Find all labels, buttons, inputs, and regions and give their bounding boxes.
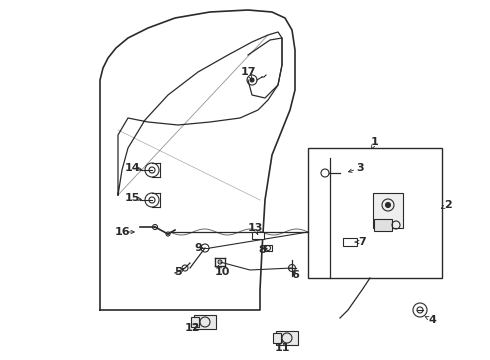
Text: 14: 14 [124,163,140,173]
Bar [373,193,403,228]
Text: 10: 10 [214,267,230,277]
Text: 9: 9 [194,243,202,253]
Text: 5: 5 [174,267,182,277]
Bar [273,333,281,343]
Text: 3: 3 [356,163,364,173]
Bar [191,317,199,327]
Bar [194,315,216,329]
Text: 6: 6 [291,270,299,280]
Text: 7: 7 [358,237,366,247]
Text: 8: 8 [258,245,266,255]
Text: 16: 16 [114,227,130,237]
Text: 12: 12 [184,323,200,333]
Text: 11: 11 [274,343,290,353]
Text: 1: 1 [371,137,379,147]
Circle shape [250,78,254,82]
Text: 15: 15 [124,193,140,203]
Text: 4: 4 [428,315,436,325]
Bar [308,148,442,278]
Bar [276,331,298,345]
Bar [374,219,392,231]
Text: 13: 13 [247,223,263,233]
Bar [252,231,264,238]
Bar [343,238,357,246]
Text: 17: 17 [240,67,256,77]
Circle shape [386,202,391,207]
Text: 2: 2 [444,200,452,210]
Bar [264,245,272,251]
